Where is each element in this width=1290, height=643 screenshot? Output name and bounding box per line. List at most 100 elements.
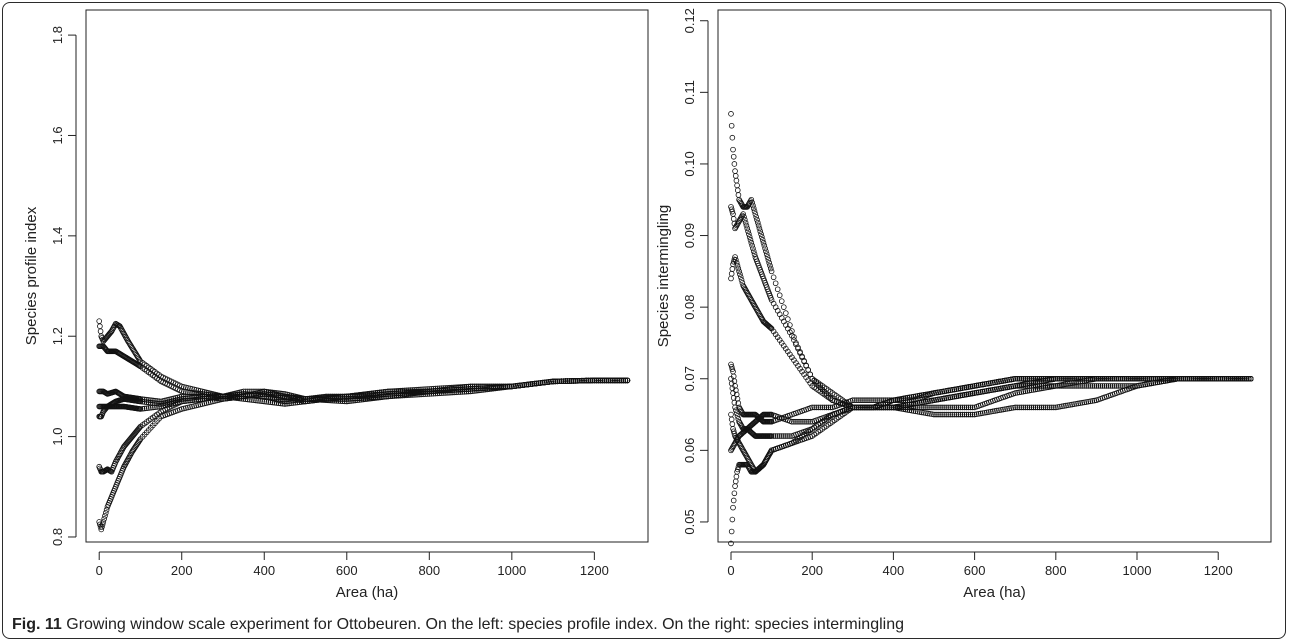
data-point: [1014, 389, 1021, 396]
data-point: [228, 395, 235, 401]
data-point: [1020, 381, 1027, 388]
data-point: [886, 404, 893, 411]
data-point: [933, 397, 939, 403]
data-point: [193, 396, 199, 403]
data-point: [610, 377, 616, 384]
data-point: [797, 418, 803, 425]
data-point: [945, 404, 952, 411]
data-point: [393, 393, 400, 399]
data-point: [803, 418, 809, 425]
data-point: [290, 394, 296, 401]
data-point: [894, 404, 901, 411]
data-point: [986, 387, 992, 394]
data-point: [1075, 379, 1081, 385]
data-point: [945, 411, 952, 418]
data-point: [888, 404, 895, 411]
data-point: [953, 393, 960, 400]
data-point: [728, 416, 735, 423]
data-point: [785, 433, 791, 439]
data-point: [988, 387, 994, 394]
data-point: [191, 397, 197, 403]
data-point: [1030, 387, 1037, 393]
data-point: [1142, 381, 1148, 388]
data-point: [1130, 375, 1136, 382]
data-point: [754, 216, 760, 223]
data-point: [1036, 385, 1043, 392]
data-point: [1199, 375, 1205, 382]
data-point: [1166, 375, 1173, 382]
data-point: [971, 383, 978, 389]
data-point: [912, 404, 919, 411]
data-point: [947, 411, 954, 418]
data-point: [864, 404, 870, 411]
data-point: [900, 404, 907, 411]
data-point: [892, 397, 899, 403]
data-point: [368, 394, 375, 401]
data-point: [1201, 375, 1207, 382]
data-point: [1195, 375, 1201, 382]
data-point: [1038, 378, 1045, 385]
data-point: [321, 396, 327, 402]
data-point: [220, 396, 226, 402]
data-point: [864, 397, 870, 404]
data-point: [967, 411, 974, 418]
data-point: [486, 386, 492, 392]
data-point: [1103, 383, 1110, 389]
data-point: [99, 524, 105, 530]
data-point: [1211, 375, 1217, 382]
data-point: [385, 393, 391, 400]
data-point: [445, 390, 451, 396]
data-point: [195, 396, 202, 403]
data-point: [1122, 375, 1128, 382]
data-point: [1233, 375, 1240, 382]
data-point: [860, 397, 866, 404]
data-point: [465, 388, 472, 395]
data-point: [811, 404, 818, 411]
data-point: [139, 398, 146, 405]
data-series-7: [96, 377, 631, 533]
data-point: [959, 411, 966, 418]
data-point: [951, 386, 958, 393]
data-point: [929, 397, 935, 404]
data-point: [568, 378, 575, 384]
data-point: [1128, 375, 1134, 382]
data-point: [271, 392, 278, 399]
data-point: [949, 404, 956, 411]
data-point: [185, 404, 191, 411]
data-point: [815, 404, 822, 411]
data-point: [1140, 382, 1146, 388]
data-point: [99, 521, 106, 528]
data-point: [286, 394, 292, 400]
data-point: [405, 392, 412, 399]
data-point: [1061, 381, 1067, 388]
data-point: [583, 377, 589, 384]
data-point: [921, 409, 927, 416]
data-point: [912, 393, 919, 400]
data-point: [137, 406, 144, 412]
data-point: [560, 378, 567, 384]
data-point: [973, 389, 980, 396]
data-point: [990, 387, 996, 393]
data-point: [1184, 375, 1191, 382]
data-point: [572, 378, 579, 384]
data-point: [807, 418, 813, 425]
data-point: [362, 395, 369, 401]
data-point: [1034, 404, 1041, 411]
data-point: [740, 211, 746, 217]
data-point: [1113, 375, 1120, 382]
data-point: [945, 394, 952, 401]
data-point: [870, 397, 876, 404]
data-point: [992, 386, 998, 393]
data-point: [878, 404, 885, 411]
data-point: [1022, 375, 1029, 382]
data-point: [1144, 375, 1150, 382]
data-point: [1032, 386, 1039, 393]
data-point: [947, 387, 954, 394]
data-series-1: [96, 318, 631, 402]
data-point: [618, 377, 624, 384]
data-point: [1053, 383, 1059, 389]
data-point: [730, 153, 737, 160]
data-point: [908, 394, 915, 400]
data-point: [1026, 404, 1033, 411]
data-point: [783, 310, 789, 316]
